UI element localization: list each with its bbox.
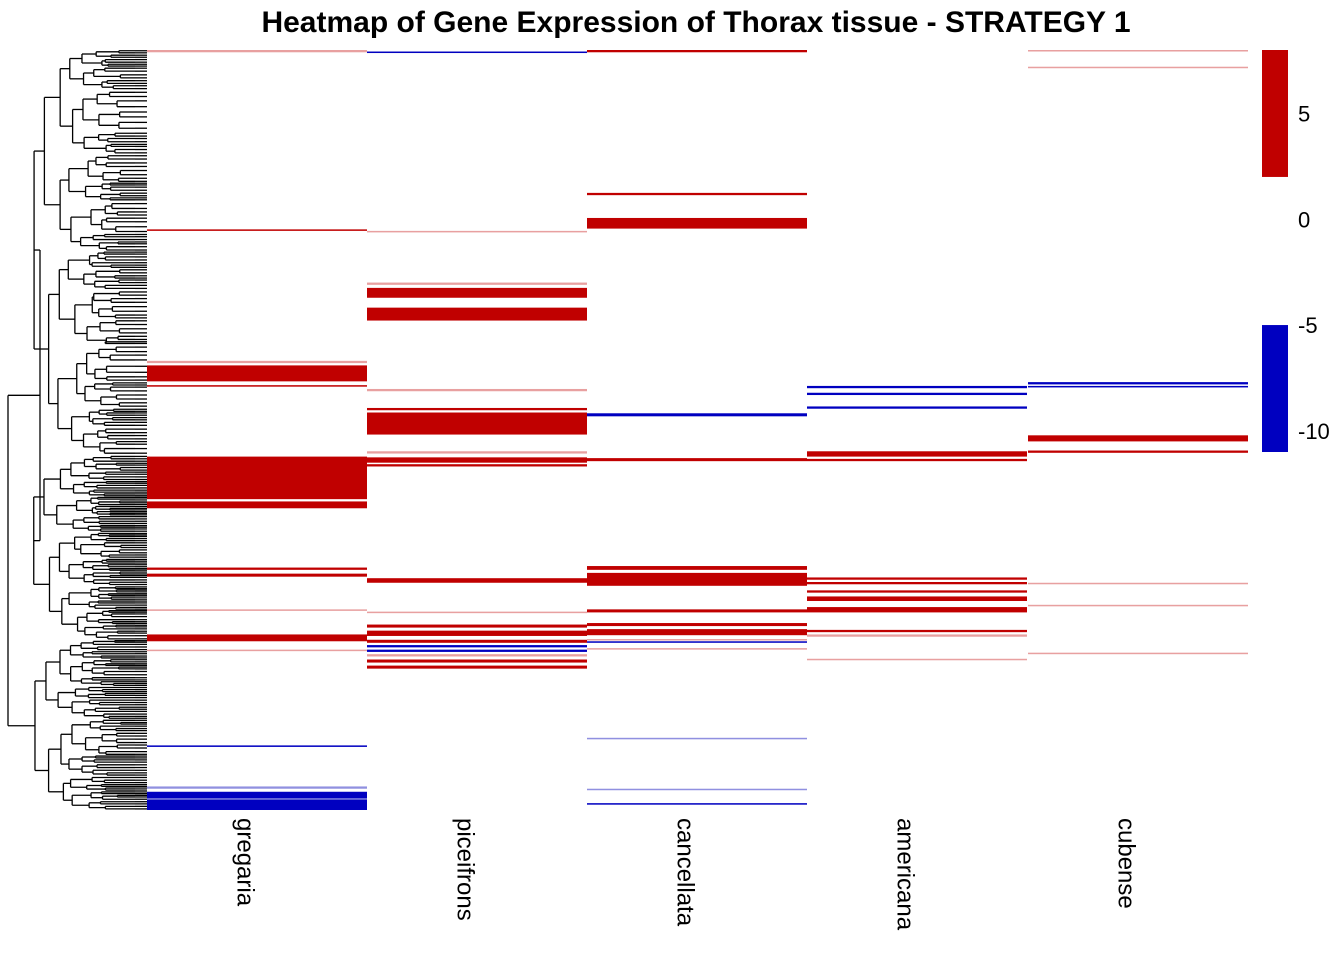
heat-band-cancellata-12: [587, 648, 807, 650]
heat-band-cancellata-5: [587, 566, 807, 570]
heat-band-gregaria-8: [147, 573, 367, 577]
heat-band-cancellata-9: [587, 629, 807, 636]
heat-band-gregaria-1: [147, 229, 367, 231]
heat-band-cancellata-13: [587, 737, 807, 740]
heat-band-cubense-5: [1028, 450, 1248, 453]
heat-band-piceifrons-13: [367, 624, 587, 628]
heat-band-cubense-0: [1028, 50, 1248, 52]
heat-band-piceifrons-7: [367, 412, 587, 435]
heat-band-cancellata-7: [587, 609, 807, 613]
column-label-cubense: cubense: [1113, 818, 1140, 909]
heat-band-piceifrons-14: [367, 630, 587, 636]
heat-band-piceifrons-19: [367, 659, 587, 663]
heat-band-americana-8: [807, 596, 1027, 601]
heat-band-piceifrons-10: [367, 464, 587, 467]
heat-band-gregaria-15: [147, 799, 367, 810]
heat-band-piceifrons-9: [367, 457, 587, 463]
heat-band-americana-10: [807, 629, 1027, 633]
heat-band-piceifrons-20: [367, 665, 587, 669]
heat-band-gregaria-14: [147, 791, 367, 799]
row-dendrogram: [7, 50, 147, 810]
column-labels: gregaria piceifrons cancellata americana cub…: [232, 818, 1140, 931]
heat-band-piceifrons-0: [367, 51, 587, 54]
heat-band-piceifrons-16: [367, 645, 587, 648]
heat-band-cancellata-4: [587, 458, 807, 462]
heat-band-cancellata-8: [587, 623, 807, 627]
heat-band-cubense-4: [1028, 435, 1248, 442]
heat-band-piceifrons-17: [367, 649, 587, 652]
heat-band-cubense-7: [1028, 604, 1248, 607]
column-label-piceifrons: piceifrons: [452, 818, 479, 921]
heat-band-americana-4: [807, 458, 1027, 462]
heat-band-piceifrons-8: [367, 451, 587, 454]
heat-band-americana-0: [807, 385, 1027, 389]
chart-title: Heatmap of Gene Expression of Thorax tis…: [261, 6, 1130, 39]
heat-band-americana-1: [807, 392, 1027, 396]
heat-band-cancellata-6: [587, 572, 807, 586]
heat-band-gregaria-13: [147, 786, 367, 789]
heat-band-cancellata-0: [587, 50, 807, 53]
heat-band-cubense-6: [1028, 582, 1248, 585]
heat-band-americana-2: [807, 406, 1027, 409]
heat-band-gregaria-9: [147, 609, 367, 611]
heat-band-gregaria-3: [147, 365, 367, 382]
legend-tick--5: -5: [1298, 313, 1318, 338]
legend-band-0: [1262, 50, 1288, 177]
heat-band-gregaria-5: [147, 456, 367, 500]
heat-band-gregaria-11: [147, 649, 367, 652]
heat-band-piceifrons-3: [367, 287, 587, 298]
heat-band-piceifrons-1: [367, 230, 587, 233]
heat-band-piceifrons-12: [367, 611, 587, 614]
color-legend: 5 0 -5 -10: [1262, 50, 1330, 452]
heat-band-gregaria-12: [147, 745, 367, 747]
heat-band-americana-9: [807, 607, 1027, 613]
column-label-cancellata: cancellata: [672, 818, 699, 927]
heat-band-americana-5: [807, 577, 1027, 580]
legend-tick--10: -10: [1298, 419, 1330, 444]
heat-band-piceifrons-15: [367, 639, 587, 643]
heat-band-gregaria-7: [147, 567, 367, 570]
heat-band-cancellata-14: [587, 788, 807, 791]
heat-band-americana-12: [807, 658, 1027, 661]
heat-band-piceifrons-6: [367, 407, 587, 411]
heat-band-cancellata-1: [587, 192, 807, 196]
heat-band-cubense-3: [1028, 385, 1248, 388]
heat-band-cancellata-10: [587, 639, 807, 641]
heat-band-gregaria-0: [147, 50, 367, 53]
heat-band-americana-3: [807, 451, 1027, 457]
heat-band-cancellata-15: [587, 803, 807, 805]
heat-band-gregaria-10: [147, 634, 367, 642]
heat-band-americana-11: [807, 634, 1027, 637]
heat-band-piceifrons-11: [367, 578, 587, 583]
legend-band-1: [1262, 325, 1288, 452]
heatmap-body: [147, 50, 1248, 810]
heat-band-piceifrons-18: [367, 654, 587, 657]
heat-band-piceifrons-5: [367, 388, 587, 392]
legend-tick-0: 0: [1298, 207, 1310, 232]
heat-band-cancellata-11: [587, 641, 807, 643]
heat-band-cancellata-2: [587, 217, 807, 229]
heat-band-cubense-1: [1028, 66, 1248, 69]
heat-band-gregaria-6: [147, 501, 367, 509]
heat-band-gregaria-2: [147, 360, 367, 364]
heat-band-cancellata-3: [587, 413, 807, 417]
heat-band-piceifrons-2: [367, 282, 587, 285]
column-label-gregaria: gregaria: [232, 818, 259, 907]
heat-band-cubense-8: [1028, 652, 1248, 655]
heat-band-piceifrons-4: [367, 307, 587, 321]
heat-band-cubense-2: [1028, 382, 1248, 385]
column-label-americana: americana: [892, 818, 919, 931]
heat-band-gregaria-4: [147, 385, 367, 387]
heat-band-americana-6: [807, 582, 1027, 585]
heat-band-americana-7: [807, 590, 1027, 593]
legend-tick-5: 5: [1298, 101, 1310, 126]
